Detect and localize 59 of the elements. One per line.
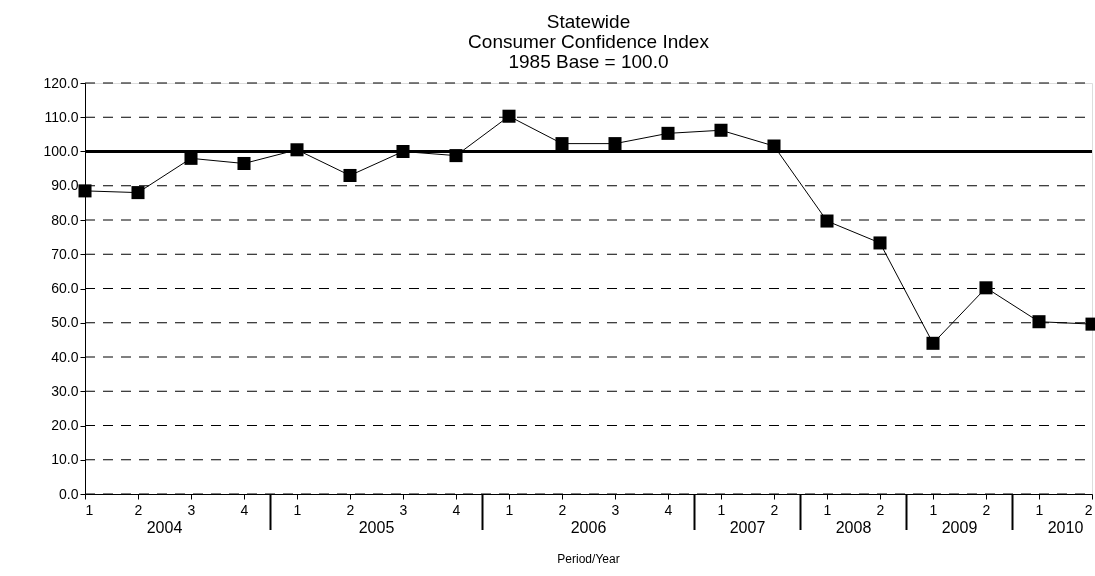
y-tick-label: 120.0 — [43, 74, 79, 91]
text: 2007 — [729, 519, 766, 536]
point — [237, 156, 251, 171]
x-tick-label: 1 — [823, 501, 832, 518]
point — [714, 123, 728, 137]
x-tick-label: 2 — [770, 501, 779, 518]
y-tick-label: 30.0 — [51, 382, 79, 399]
x-tick-label: 1 — [929, 501, 938, 518]
text: 2008 — [835, 519, 872, 536]
y-tick-label: 60.0 — [51, 280, 79, 296]
text: Statewide — [546, 11, 631, 32]
x-tick-label: 4 — [452, 501, 461, 518]
text: 1985 Base = 100.0 — [508, 51, 669, 72]
point — [1032, 315, 1046, 329]
point — [820, 214, 834, 228]
point — [131, 186, 145, 200]
y-tick-label: 90.0 — [51, 177, 79, 194]
text: 2004 — [146, 519, 183, 536]
text: Consumer Confidence Index — [468, 31, 709, 52]
point — [555, 137, 569, 151]
x-tick-label: 3 — [399, 501, 408, 518]
point — [78, 184, 92, 198]
point — [608, 137, 622, 151]
point — [502, 109, 516, 123]
x-tick-label: 2 — [982, 501, 991, 518]
text: 2010 — [1047, 519, 1084, 536]
text: 2009 — [941, 519, 978, 536]
y-tick-label: 50.0 — [51, 314, 79, 331]
text: 2005 — [358, 519, 395, 536]
x-tick-label: 3 — [611, 501, 620, 518]
x-tick-label: 2 — [876, 501, 885, 518]
y-tick-label: 100.0 — [43, 143, 79, 159]
y-tick-label: 110.0 — [44, 108, 79, 125]
point — [926, 336, 940, 350]
x-tick-label: 1 — [717, 501, 726, 518]
x-tick-label: 1 — [293, 501, 302, 518]
point — [979, 281, 993, 295]
point — [343, 168, 357, 182]
point — [873, 236, 887, 250]
x-tick-label: 3 — [187, 501, 196, 518]
x-tick-label: 4 — [664, 501, 673, 518]
x-tick-label: 2 — [134, 501, 143, 518]
text: 2006 — [570, 519, 607, 536]
x-tick-label: 1 — [505, 501, 514, 518]
point — [661, 126, 675, 140]
y-tick-label: 20.0 — [51, 417, 79, 433]
x-tick-label: 2 — [346, 501, 355, 518]
x-tick-label: 2 — [558, 501, 567, 518]
x-tick-label: 1 — [85, 501, 94, 518]
point — [184, 151, 198, 165]
y-tick-label: 10.0 — [51, 451, 79, 468]
y-tick-label: 40.0 — [51, 348, 79, 365]
x-axis-title: Period/Year — [557, 552, 620, 566]
y-tick-label: 70.0 — [51, 245, 79, 262]
x-tick-label: 4 — [240, 501, 249, 518]
y-tick-label: 0.0 — [59, 485, 79, 502]
x-tick-label: 2 — [1084, 501, 1093, 518]
y-tick-label: 80.0 — [51, 211, 79, 228]
x-tick-label: 1 — [1035, 501, 1044, 518]
